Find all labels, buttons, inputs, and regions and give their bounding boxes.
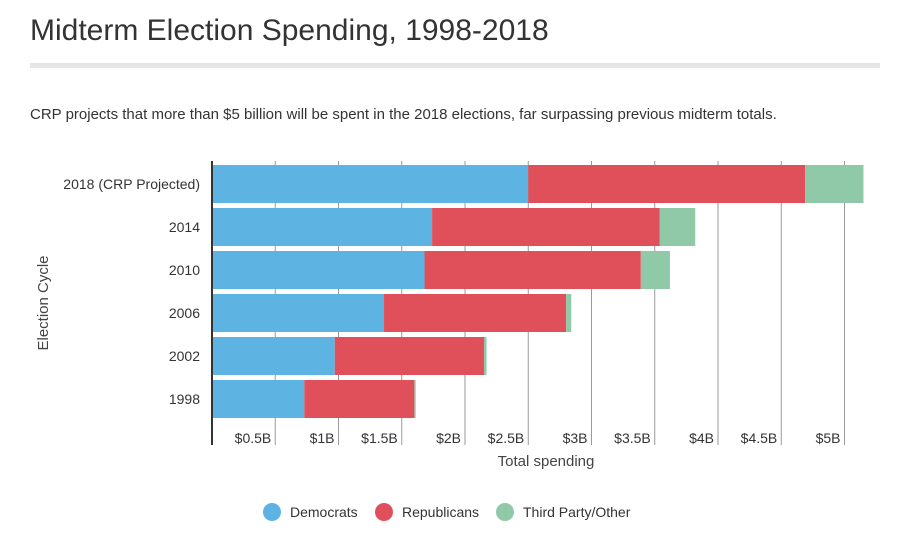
bar-republicans-4	[384, 294, 567, 332]
title-divider	[30, 63, 880, 68]
bar-democrats-2	[212, 208, 433, 246]
legend-label-third-party-other: Third Party/Other	[523, 504, 631, 520]
legend: Democrats Republicans Third Party/Other	[263, 503, 631, 521]
category-label: 2006	[169, 305, 200, 321]
bar-third-party-other-5	[483, 337, 487, 375]
x-tick-label: $4.5B	[741, 430, 778, 446]
y-axis-label: Election Cycle	[35, 255, 52, 350]
legend-swatch-third-party-other	[496, 503, 514, 521]
legend-swatch-democrats	[263, 503, 281, 521]
x-tick-label: $5B	[816, 430, 841, 446]
x-tick-label: $4B	[689, 430, 714, 446]
x-tick-label: $0.5B	[235, 430, 272, 446]
x-tick-label: $2.5B	[488, 430, 525, 446]
legend-label-democrats: Democrats	[290, 504, 358, 520]
legend-swatch-republicans	[375, 503, 393, 521]
x-tick-label: $3.5B	[614, 430, 651, 446]
bar-third-party-other-6	[414, 380, 416, 418]
bar-third-party-other-2	[659, 208, 696, 246]
bar-democrats-5	[212, 337, 335, 375]
bar-democrats-1	[212, 165, 529, 203]
category-labels: 2018 (CRP Projected) 2014 2010 2006 2002 1998	[63, 176, 200, 407]
bar-republicans-2	[432, 208, 660, 246]
chart-title: Midterm Election Spending, 1998-2018	[30, 14, 549, 47]
x-axis-label: Total spending	[498, 453, 595, 470]
x-tick-labels: $0.5B $1B $1.5B $2B $2.5B $3B $3.5B $4B $4.5B $5B	[235, 430, 841, 446]
bar-third-party-other-4	[566, 294, 572, 332]
bar-third-party-other-3	[640, 251, 670, 289]
bar-democrats-4	[212, 294, 385, 332]
bar-republicans-3	[424, 251, 641, 289]
bar-democrats-3	[212, 251, 425, 289]
category-label: 1998	[169, 391, 200, 407]
bar-republicans-6	[304, 380, 415, 418]
category-label: 2018 (CRP Projected)	[63, 176, 200, 192]
chart-subtitle: CRP projects that more than $5 billion w…	[30, 106, 777, 123]
x-tick-label: $1.5B	[361, 430, 398, 446]
bar-republicans-1	[528, 165, 806, 203]
bar-democrats-6	[212, 380, 305, 418]
legend-label-republicans: Republicans	[402, 504, 479, 520]
bar-republicans-5	[334, 337, 484, 375]
bars	[212, 165, 864, 418]
category-label: 2002	[169, 348, 200, 364]
x-tick-label: $1B	[310, 430, 335, 446]
bar-third-party-other-1	[805, 165, 864, 203]
x-tick-label: $2B	[436, 430, 461, 446]
x-tick-label: $3B	[563, 430, 588, 446]
category-label: 2010	[169, 262, 200, 278]
category-label: 2014	[169, 219, 200, 235]
